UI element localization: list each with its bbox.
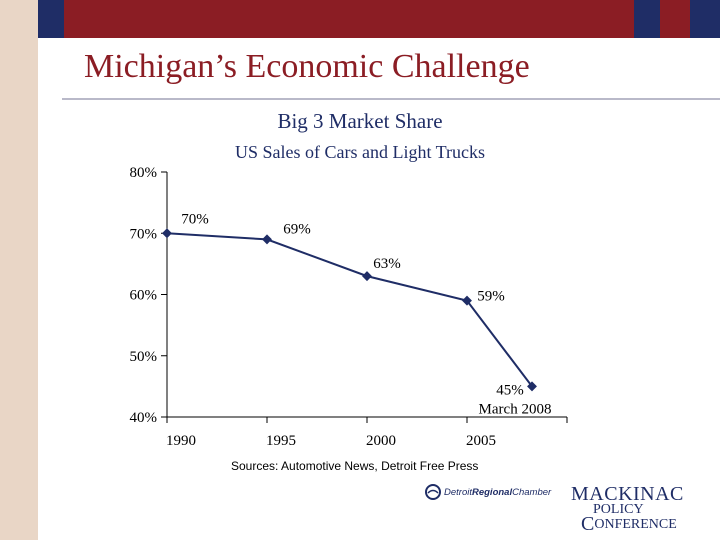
chamber-emblem-icon (425, 484, 441, 500)
detroit-regional-chamber-logo: DetroitRegionalChamber (425, 484, 551, 500)
mackinac-policy-conference-logo: MACKINAC POLICY CONFERENCE (571, 483, 684, 534)
slide-title: Michigan’s Economic Challenge (84, 48, 530, 85)
chart-title: Big 3 Market Share (277, 109, 442, 133)
data-point (262, 234, 272, 245)
x-tick-label: 1995 (266, 433, 296, 449)
y-tick-label: 60% (130, 288, 158, 304)
top-bar-segment (64, 0, 634, 38)
sources-note: Sources: Automotive News, Detroit Free P… (231, 459, 479, 473)
data-label: 70% (181, 211, 209, 227)
x-tick-label: 1990 (166, 433, 196, 449)
data-point (527, 381, 537, 392)
x-tick-label: 2000 (366, 433, 396, 449)
y-tick-label: 50% (130, 349, 158, 365)
mackinac-logo-line3: CONFERENCE (581, 513, 677, 535)
top-bar-segment (38, 0, 64, 38)
left-decor-band (0, 0, 38, 540)
title-divider (62, 98, 720, 100)
data-label: 45% (496, 382, 524, 398)
top-bar-segment (690, 0, 720, 38)
data-point (162, 228, 172, 239)
chamber-logo-text: DetroitRegionalChamber (444, 486, 552, 498)
data-label: 69% (283, 221, 311, 237)
top-bar-segment (634, 0, 660, 38)
top-decor-bar (0, 0, 720, 38)
top-bar-segment (0, 0, 38, 38)
top-bar-segment (660, 0, 690, 38)
y-tick-label: 80% (130, 165, 158, 181)
data-point (362, 271, 372, 282)
y-tick-label: 70% (130, 226, 158, 242)
data-label: 63% (373, 256, 401, 272)
chart-subtitle: US Sales of Cars and Light Trucks (235, 142, 485, 162)
data-point (462, 295, 472, 306)
x-tick-label: 2005 (466, 433, 496, 449)
data-label: 59% (477, 289, 505, 305)
mackinac-logo-line2: POLICY (593, 502, 644, 517)
series-line (166, 232, 533, 387)
y-tick-label: 40% (130, 410, 158, 426)
point-annotation: March 2008 (479, 401, 552, 417)
mackinac-logo-line1: MACKINAC (571, 483, 684, 505)
